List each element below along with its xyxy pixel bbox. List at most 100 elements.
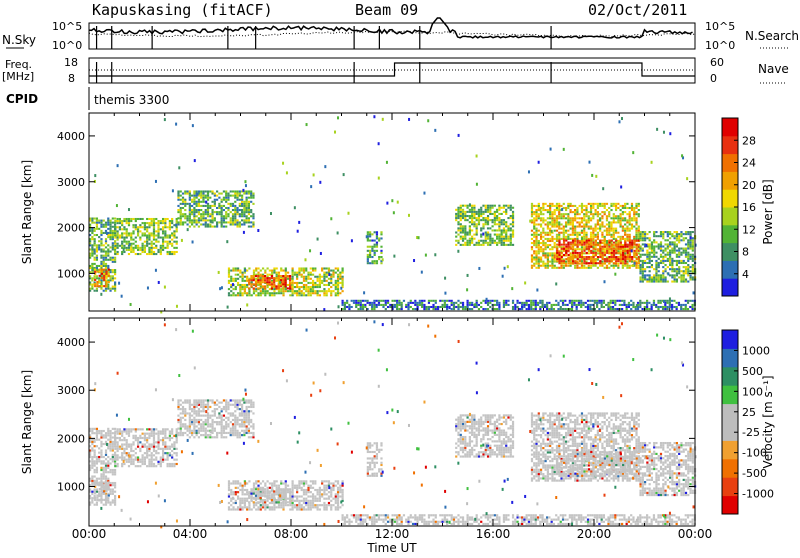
power-cell [602,252,604,254]
velocity-cell [109,501,111,503]
power-cell [560,265,562,267]
power-cell [160,228,162,230]
power-noise-point [310,185,312,188]
power-cell [601,203,603,205]
power-cell [389,304,391,306]
power-cell [193,195,195,197]
power-cell [554,217,556,219]
power-cell [105,265,107,267]
power-cell [242,288,244,290]
power-cell [528,306,530,308]
power-cell [276,280,278,282]
power-cell [153,237,155,239]
power-cell [572,217,574,219]
power-cell [296,274,298,276]
power-cell [239,190,241,192]
power-cell [196,211,198,213]
power-cell [234,207,236,209]
power-cell [572,226,574,228]
power-cell [615,232,617,234]
power-cell [685,243,687,245]
power-cell [507,240,509,242]
power-cell [101,273,103,275]
power-noise-point [571,308,573,311]
power-cell [271,281,273,283]
power-cell [629,244,631,246]
power-cell [246,190,248,192]
power-cell [485,209,487,211]
power-cell [620,258,622,260]
power-cell [611,240,613,242]
power-noise-point [270,212,272,215]
power-cell [91,265,93,267]
power-cell [629,221,631,223]
power-cell [531,242,533,244]
power-cell [689,248,691,250]
power-cell [626,306,628,308]
power-cell [591,300,593,302]
power-cell [237,292,239,294]
power-cell [487,211,489,213]
power-cell [348,308,350,310]
power-cell [253,290,255,292]
velocity-cell [121,448,123,450]
power-cell [221,209,223,211]
power-cell [551,203,553,205]
power-cell [635,234,637,236]
power-cell [223,221,225,223]
power-cell [503,240,505,242]
power-cell [228,272,230,274]
velocity-cell [96,494,98,496]
power-cell [662,258,664,260]
power-cell [498,302,500,304]
power-noise-point [524,281,526,284]
velocity-cell [135,459,137,461]
power-cell [376,306,378,308]
power-cell [627,246,629,248]
power-cell [577,258,579,260]
power-cell [451,308,453,310]
power-cell [200,190,202,192]
velocity-cell [107,467,109,469]
velocity-cell [112,445,114,447]
power-cell [642,237,644,239]
power-cell [225,199,227,201]
power-cell [658,258,660,260]
power-cell [687,252,689,254]
velocity-cell [100,443,102,445]
velocity-cell [91,501,93,503]
power-cell [592,215,594,217]
power-cell [374,260,376,262]
power-cell [549,265,551,267]
power-cell [667,254,669,256]
power-cell [332,270,334,272]
velocity-cell [126,459,128,461]
power-cell [396,304,398,306]
power-cell [545,246,547,248]
power-cell [565,261,567,263]
power-cell [549,221,551,223]
power-cell [489,227,491,229]
power-cell [572,230,574,232]
power-cell [98,222,100,224]
power-cell [123,218,125,220]
velocity-cell [98,460,100,462]
velocity-cell [123,463,125,465]
power-cell [162,247,164,249]
power-cell [323,278,325,280]
power-cell [464,244,466,246]
power-cell [142,247,144,249]
power-cell [457,306,459,308]
power-cell [464,242,466,244]
power-cell [644,278,646,280]
power-cell [563,230,565,232]
power-cell [674,241,676,243]
power-cell [330,292,332,294]
power-cell [169,222,171,224]
power-cell [462,227,464,229]
power-cell [191,211,193,213]
power-cell [542,221,544,223]
velocity-cell [153,454,155,456]
power-cell [360,300,362,302]
power-cell [639,250,641,252]
